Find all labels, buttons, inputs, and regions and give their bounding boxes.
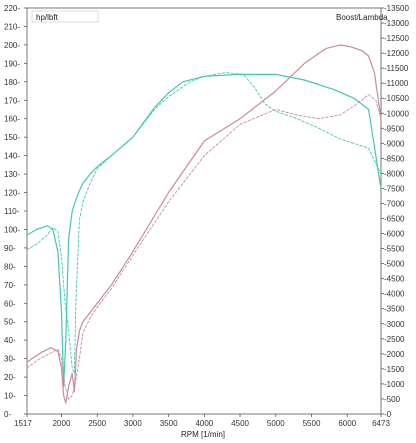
left-tick-label: 60- [4,299,16,308]
left-tick-label: 160- [4,115,20,124]
left-tick-label: 210- [4,22,20,31]
left-tick-label: 200- [4,41,20,50]
x-tick-label: 5500 [303,419,321,428]
right-tick-label: -6500 [384,215,405,224]
left-tick-label: 0- [4,410,11,419]
right-tick-label: -2500 [384,335,405,344]
right-tick-label: -0 [384,410,392,419]
right-tick-label: -5000 [384,260,405,269]
series-line-1 [26,73,382,387]
right-tick-label: -4500 [384,275,405,284]
left-tick-label: 170- [4,96,20,105]
right-axis: -0 -500 -1000 -1500 -2000 -2500 -3000 -3500 -400… [381,4,409,419]
left-tick-label: 100- [4,225,20,234]
right-axis-label: Boost/Lambda [336,13,388,22]
left-axis: 0- 10- 20- 30- 40- 50- 60- 70- 80- 90- 100- 110- 120… [4,4,27,419]
left-label-box [31,10,99,23]
left-tick-label: 10- [4,392,16,401]
left-tick-label: 150- [4,133,20,142]
left-tick-label: 110- [4,207,20,216]
left-tick-label: 50- [4,318,16,327]
right-tick-label: -11000 [384,79,409,88]
x-tick-label: 6473 [372,419,390,428]
left-tick-label: 90- [4,244,16,253]
x-axis-label: RPM [1/min] [181,430,225,439]
series-layer [26,44,382,404]
left-tick-label: 70- [4,281,16,290]
right-tick-label: -4000 [384,290,405,299]
left-tick-label: 40- [4,336,16,345]
right-tick-label: -12000 [384,49,409,58]
right-tick-label: -9000 [384,139,405,148]
series-line-3 [26,44,382,404]
right-tick-label: -9500 [384,124,405,133]
right-tick-label: -12500 [384,34,409,43]
x-tick-label: 5000 [267,419,285,428]
left-tick-label: 130- [4,170,20,179]
right-tick-label: -10000 [384,109,409,118]
right-tick-label: -5500 [384,245,405,254]
left-tick-label: 30- [4,355,16,364]
right-tick-label: -7500 [384,184,405,193]
right-tick-label: -1500 [384,365,405,374]
x-tick-label: 4000 [195,419,213,428]
right-tick-label: -8500 [384,154,405,163]
series-line-4 [26,94,382,400]
right-tick-label: -6000 [384,230,405,239]
right-tick-label: -7000 [384,199,405,208]
left-tick-label: 220- [4,4,20,13]
x-tick-label: 3000 [124,419,142,428]
right-tick-label: -8000 [384,169,405,178]
left-tick-label: 120- [4,189,20,198]
x-tick-label: 2000 [53,419,71,428]
right-tick-label: -1000 [384,380,405,389]
left-tick-label: 80- [4,262,16,271]
right-tick-label: -13500 [384,4,409,13]
x-tick-label: 2500 [88,419,106,428]
left-tick-label: 190- [4,59,20,68]
right-tick-label: -10500 [384,94,409,103]
x-tick-label: 4500 [231,419,249,428]
right-tick-label: -500 [384,395,401,404]
left-tick-label: 180- [4,78,20,87]
right-tick-label: -3000 [384,320,405,329]
x-tick-label: 6000 [338,419,356,428]
left-axis-label: hp/lbft [36,13,59,22]
series-line-2 [26,72,382,374]
left-tick-label: 140- [4,152,20,161]
x-tick-label: 1517 [14,419,32,428]
right-tick-label: -11500 [384,64,409,73]
left-tick-label: 20- [4,373,16,382]
right-tick-label: -13000 [384,19,409,28]
right-tick-label: -3500 [384,305,405,314]
right-tick-label: -2000 [384,350,405,359]
x-tick-label: 3500 [160,419,178,428]
x-axis: 1517 2000 2500 3000 3500 4000 4500 5000 5500 6000… [14,414,390,428]
